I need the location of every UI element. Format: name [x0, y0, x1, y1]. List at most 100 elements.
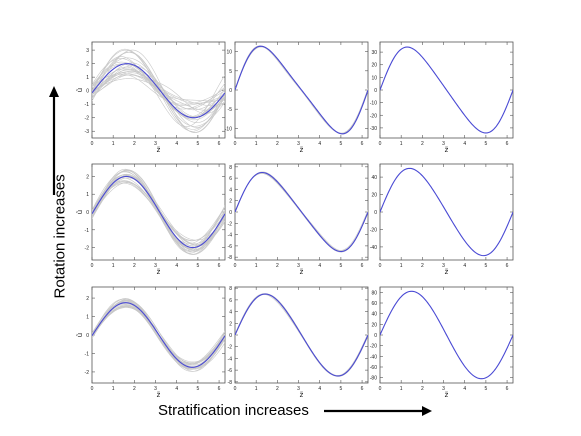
y-tick-label: 0	[374, 333, 377, 339]
subplot-r3-c2: -8 -6 -4 -2 0 2 4 6 8 0 1 2 3 4 5 6 z̃	[228, 286, 369, 399]
x-tick-label: 4	[463, 386, 466, 392]
y-tick-label: 8	[229, 165, 232, 171]
sample-line	[92, 174, 225, 251]
sample-line	[92, 180, 225, 246]
y-tick-label: 20	[371, 193, 377, 199]
x-tick-label: 1	[112, 386, 115, 392]
sample-line	[92, 48, 225, 133]
x-tick-label: 1	[400, 141, 403, 147]
x-axis-label: z̃	[300, 268, 304, 276]
y-tick-label: -40	[370, 245, 377, 251]
sample-line	[92, 74, 225, 102]
y-tick-label: 80	[371, 290, 377, 296]
subplot-r2-c1: -2 -1 0 1 2 0 1 2 3 4 5 6 z̃ ũ	[76, 163, 226, 276]
x-tick-label: 0	[91, 263, 94, 269]
x-tick-label: 5	[197, 263, 200, 269]
x-tick-label: 3	[297, 263, 300, 269]
y-tick-label: 5	[229, 69, 232, 75]
y-axis-label: ũ	[76, 88, 84, 92]
y-tick-label: -6	[228, 244, 233, 250]
mean-line	[380, 290, 513, 380]
x-tick-label: 2	[133, 386, 136, 392]
x-tick-label: 0	[234, 141, 237, 147]
x-tick-label: 3	[154, 386, 157, 392]
x-tick-label: 2	[276, 386, 279, 392]
sample-line	[92, 61, 225, 121]
y-tick-label: -2	[228, 345, 233, 351]
subplot-r3-c3: -80 -60 -40 -20 0 20 40 60 80 0 1 2 3 4 5 6 z̃	[370, 286, 514, 399]
x-tick-label: 6	[218, 263, 221, 269]
x-tick-label: 3	[442, 386, 445, 392]
x-tick-label: 4	[175, 263, 178, 269]
x-tick-label: 1	[400, 386, 403, 392]
x-tick-label: 3	[154, 263, 157, 269]
y-tick-label: 30	[371, 50, 377, 56]
subplot-r2-c3: -40 -20 0 20 40 0 1 2 3 4 5 6 z̃	[370, 163, 514, 276]
x-axis-label: z̃	[157, 268, 161, 276]
y-tick-label: 0	[229, 210, 232, 216]
x-tick-label: 1	[400, 263, 403, 269]
x-tick-label: 4	[463, 263, 466, 269]
y-tick-label: -8	[228, 380, 233, 386]
x-tick-label: 5	[340, 141, 343, 147]
sample-line	[92, 51, 225, 127]
x-tick-label: 4	[318, 141, 321, 147]
x-tick-label: 5	[485, 141, 488, 147]
sample-line	[92, 305, 225, 363]
y-tick-label: 0	[86, 89, 89, 95]
rotation-arrow-head	[49, 86, 59, 97]
y-tick-label: -80	[370, 376, 377, 382]
x-tick-label: 5	[197, 141, 200, 147]
y-tick-label: 10	[371, 75, 377, 81]
x-tick-label: 1	[112, 141, 115, 147]
x-tick-label: 4	[318, 263, 321, 269]
x-axis-label: z̃	[300, 146, 304, 154]
x-tick-label: 0	[91, 386, 94, 392]
sample-line	[92, 170, 225, 255]
y-tick-label: -2	[85, 370, 90, 376]
y-tick-label: 2	[86, 296, 89, 302]
y-tick-label: 0	[86, 333, 89, 339]
sample-line	[92, 56, 225, 123]
sample-line	[92, 177, 225, 247]
x-axis-label: z̃	[300, 391, 304, 399]
rotation-label: Rotation increases	[51, 174, 69, 299]
y-tick-label: 6	[229, 298, 232, 304]
x-tick-label: 6	[218, 386, 221, 392]
y-tick-label: -5	[228, 107, 233, 113]
sample-line	[92, 177, 225, 250]
mean-line	[380, 46, 513, 134]
subplot-r1-c2: -10 -5 0 5 10 0 1 2 3 4 5 6 z̃	[225, 41, 369, 154]
y-tick-label: -8	[228, 255, 233, 261]
x-tick-label: 4	[318, 386, 321, 392]
x-tick-label: 2	[276, 263, 279, 269]
y-tick-label: 2	[86, 174, 89, 180]
sample-line	[235, 173, 368, 251]
y-axis-label: ũ	[76, 210, 84, 214]
x-tick-label: 0	[91, 141, 94, 147]
x-tick-label: 2	[421, 141, 424, 147]
y-tick-label: -1	[85, 228, 90, 234]
y-tick-label: -2	[85, 246, 90, 252]
y-tick-label: 1	[86, 192, 89, 198]
y-tick-label: 3	[86, 48, 89, 54]
x-tick-label: 3	[442, 141, 445, 147]
x-tick-label: 6	[361, 263, 364, 269]
x-tick-label: 1	[255, 263, 258, 269]
y-tick-label: -20	[370, 227, 377, 233]
x-tick-label: 5	[340, 386, 343, 392]
mean-line	[380, 167, 513, 257]
y-tick-label: 60	[371, 301, 377, 307]
y-tick-label: 20	[371, 63, 377, 69]
y-tick-label: 0	[374, 210, 377, 216]
y-tick-label: -3	[85, 129, 90, 135]
y-tick-label: 4	[229, 187, 232, 193]
x-tick-label: 2	[133, 263, 136, 269]
x-tick-label: 3	[297, 386, 300, 392]
x-tick-label: 6	[506, 263, 509, 269]
x-tick-label: 2	[421, 386, 424, 392]
y-tick-label: -20	[370, 344, 377, 350]
mean-line	[235, 45, 368, 135]
y-tick-label: 4	[229, 310, 232, 316]
